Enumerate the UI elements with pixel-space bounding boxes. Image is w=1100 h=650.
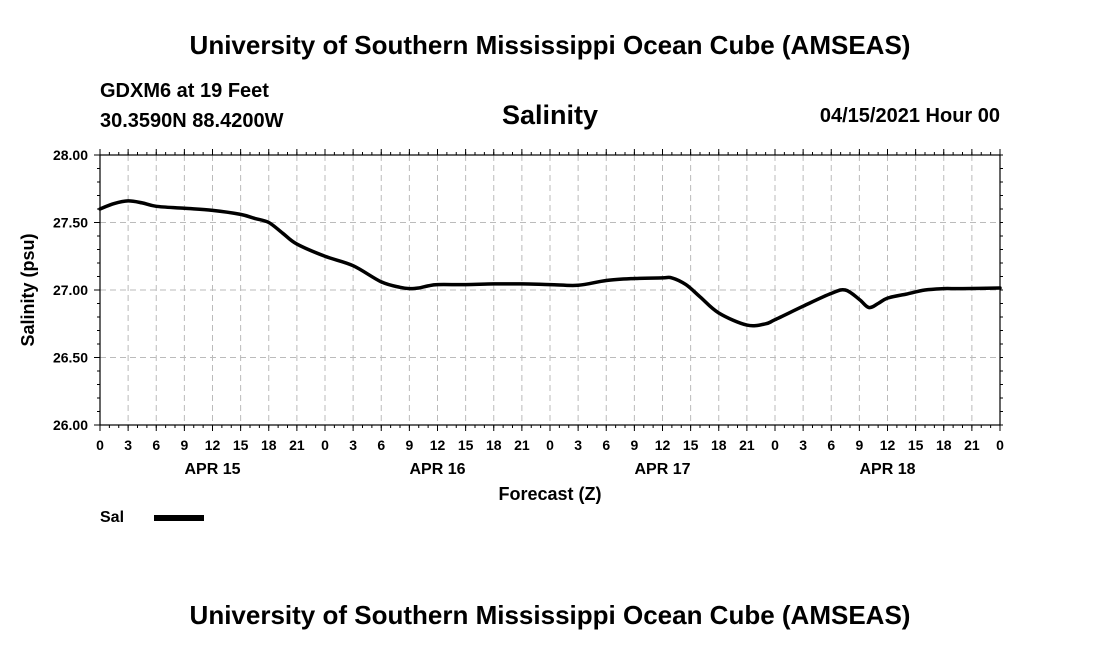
x-tick-label: 0 [321, 437, 329, 453]
station-name: GDXM6 at 19 Feet [100, 80, 269, 102]
x-tick-label: 21 [964, 437, 980, 453]
x-tick-label: 9 [405, 437, 413, 453]
x-tick-label: 15 [908, 437, 924, 453]
x-tick-label: 6 [152, 437, 160, 453]
x-tick-label: 12 [880, 437, 896, 453]
x-day-label: APR 18 [859, 461, 915, 478]
y-tick-label: 28.00 [53, 147, 88, 163]
x-tick-label: 0 [771, 437, 779, 453]
y-tick-label: 27.00 [53, 282, 88, 298]
x-day-label: APR 17 [634, 461, 690, 478]
legend-swatch [154, 515, 205, 521]
x-tick-label: 12 [205, 437, 221, 453]
x-tick-label: 0 [996, 437, 1004, 453]
series-line-sal [98, 199, 1002, 328]
x-tick-label: 12 [655, 437, 671, 453]
x-tick-label: 3 [574, 437, 582, 453]
x-tick-label: 21 [514, 437, 530, 453]
x-tick-label: 0 [546, 437, 554, 453]
station-coordinates: 30.3590N 88.4200W [100, 110, 284, 132]
x-tick-label: 18 [936, 437, 952, 453]
x-tick-label: 6 [377, 437, 385, 453]
x-day-label: APR 16 [409, 461, 465, 478]
variable-title: Salinity [501, 100, 599, 130]
x-tick-label: 15 [233, 437, 249, 453]
x-tick-label: 6 [827, 437, 835, 453]
y-tick-label: 26.00 [53, 417, 88, 433]
y-axis-title: Salinity (psu) [18, 233, 38, 346]
y-tick-label: 27.50 [53, 215, 88, 231]
plot-border [99, 154, 1001, 426]
x-tick-label: 9 [855, 437, 863, 453]
legend-label: Sal [100, 509, 125, 526]
x-tick-label: 15 [683, 437, 699, 453]
x-tick-label: 6 [602, 437, 610, 453]
x-tick-label: 18 [261, 437, 277, 453]
station-info: GDXM6 at 19 Feet 30.3590N 88.4200W [100, 76, 283, 136]
x-tick-label: 3 [799, 437, 807, 453]
x-tick-label: 21 [289, 437, 305, 453]
x-tick-label: 9 [630, 437, 638, 453]
x-tick-label: 15 [458, 437, 474, 453]
x-tick-label: 18 [486, 437, 502, 453]
forecast-datetime: 04/15/2021 Hour 00 [819, 105, 1000, 127]
y-tick-label: 26.50 [53, 350, 88, 366]
chart-title-bottom: University of Southern Mississippi Ocean… [189, 600, 911, 630]
x-tick-label: 0 [96, 437, 104, 453]
x-tick-label: 3 [124, 437, 132, 453]
x-tick-label: 18 [711, 437, 727, 453]
chart-title-top: University of Southern Mississippi Ocean… [189, 30, 911, 60]
x-tick-label: 12 [430, 437, 446, 453]
x-tick-label: 9 [180, 437, 188, 453]
x-tick-label: 21 [739, 437, 755, 453]
x-axis-title: Forecast (Z) [498, 484, 601, 504]
x-day-label: APR 15 [184, 461, 240, 478]
legend: Sal [100, 509, 205, 527]
x-tick-label: 3 [349, 437, 357, 453]
